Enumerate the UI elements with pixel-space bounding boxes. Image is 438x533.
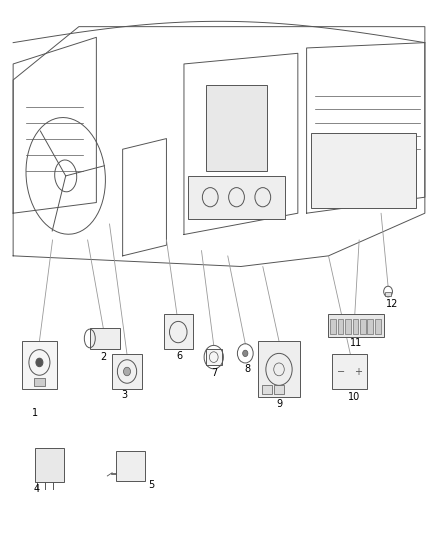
Text: 9: 9 (276, 399, 282, 409)
Text: 4: 4 (33, 484, 39, 494)
Bar (367, 319, 373, 334)
FancyBboxPatch shape (206, 85, 267, 171)
Bar (375, 319, 381, 334)
Text: 5: 5 (148, 480, 154, 490)
FancyBboxPatch shape (188, 176, 285, 219)
Circle shape (243, 350, 248, 357)
Bar (34, 378, 45, 386)
Circle shape (124, 367, 131, 376)
Text: 2: 2 (100, 352, 106, 362)
Bar (206, 349, 222, 365)
Text: 8: 8 (244, 364, 251, 374)
Bar (164, 314, 193, 349)
Bar (338, 319, 343, 334)
Bar (353, 319, 358, 334)
Bar (22, 341, 57, 389)
Bar (274, 385, 284, 394)
Text: 3: 3 (122, 391, 128, 400)
Text: 10: 10 (348, 392, 360, 401)
Text: +: + (354, 367, 362, 377)
Text: 7: 7 (212, 368, 218, 378)
Bar (332, 354, 367, 389)
Bar (90, 328, 120, 349)
Circle shape (36, 358, 43, 367)
Bar (385, 292, 391, 296)
Text: 6: 6 (177, 351, 183, 361)
Text: 11: 11 (350, 338, 362, 348)
Bar (330, 319, 336, 334)
Bar (112, 354, 142, 389)
Bar (116, 451, 145, 481)
Bar (258, 341, 300, 397)
Text: 12: 12 (386, 299, 398, 309)
Bar (328, 314, 384, 337)
Text: −: − (337, 367, 345, 377)
Bar (345, 319, 351, 334)
Text: 1: 1 (32, 408, 38, 418)
FancyBboxPatch shape (311, 133, 416, 208)
Bar (262, 385, 272, 394)
Bar (360, 319, 366, 334)
Bar (35, 448, 64, 482)
